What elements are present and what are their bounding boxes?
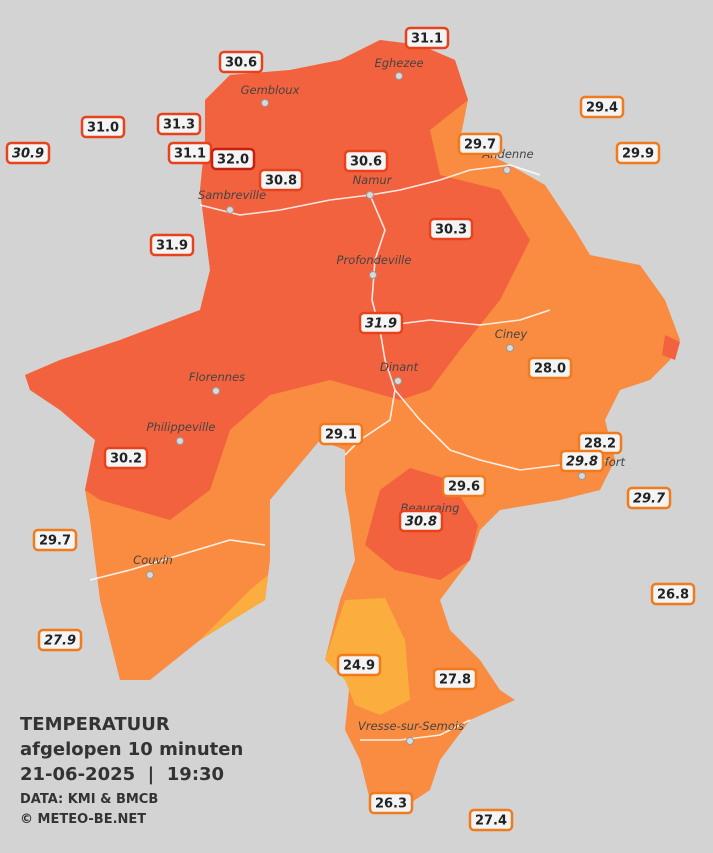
station-value: 31.0 [87,121,119,136]
city-dot [406,737,414,745]
city-name: Eghezee [374,56,423,70]
station-value: 29.7 [633,492,666,507]
station-value: 32.0 [217,153,249,168]
copyright: © METEO-BE.NET [20,812,146,827]
station-box [32,528,78,552]
city-name: Gembloux [241,83,300,97]
station-value: 27.8 [439,673,471,688]
station-value: 27.4 [475,814,507,829]
station-value: 30.9 [12,147,44,162]
datetime: 21-06-2025 | 19:30 [20,764,224,785]
city-dot [176,437,184,445]
city-name: Sambreville [198,188,266,202]
zone-red [25,40,530,520]
station-value: 29.8 [566,455,598,470]
station-box [318,422,364,446]
city-dot [366,191,374,199]
station-box [5,141,51,165]
station-box [626,486,672,510]
station-box [468,808,514,832]
station-value: 30.3 [435,223,467,238]
station-value: 27.9 [44,634,76,649]
source: DATA: KMI & BMCB [20,792,158,807]
city-name: Philippeville [147,420,216,434]
station-value: 28.0 [534,362,566,377]
station-box [398,509,444,533]
city-name: Namur [353,173,393,187]
station-box [103,446,149,470]
station-value: 26.8 [657,588,689,603]
station-value: 30.6 [350,155,382,170]
subtitle: afgelopen 10 minuten [20,739,243,760]
station-value: 29.7 [464,138,496,153]
station-value: 31.3 [163,118,195,133]
station-box [210,147,256,171]
city-dot [261,99,269,107]
station-value: 31.1 [411,32,443,47]
station-box [368,791,414,815]
station-value: 29.6 [448,480,480,495]
station-box [358,311,404,335]
station-box [559,449,605,473]
station-box [441,474,487,498]
station-value: 30.6 [225,56,257,71]
station-box [527,356,573,380]
city-dot [503,166,511,174]
station-box [579,95,625,119]
city-dot [506,344,514,352]
city-dot [578,472,586,480]
city-name: Couvin [133,553,173,567]
city-name: Dinant [380,360,419,374]
station-value: 31.9 [156,239,188,254]
station-box [156,112,202,136]
station-box [343,149,389,173]
station-box [336,653,382,677]
city-dot [394,377,402,385]
city-dot [226,206,234,214]
zone-red [662,335,680,360]
station-box [149,233,195,257]
station-box [432,667,478,691]
zone-light [200,575,268,640]
city-name: Vresse-sur-Semois [358,719,464,733]
station-value: 29.1 [325,428,357,443]
city-name: Florennes [189,370,245,384]
station-value: 24.9 [343,659,375,674]
station-box [615,141,661,165]
station-value: 30.8 [265,174,297,189]
city-dot [369,271,377,279]
station-value: 29.7 [39,534,71,549]
station-box [428,217,474,241]
station-box [258,168,304,192]
station-value: 29.4 [586,101,618,116]
station-box [404,26,450,50]
station-value: 28.2 [584,437,616,452]
station-box [457,132,503,156]
city-dot [212,387,220,395]
city-dot [146,571,154,579]
station-value: 31.9 [365,317,397,332]
station-value: 30.8 [405,515,437,530]
station-value: 30.2 [110,452,142,467]
station-box [218,50,264,74]
station-value: 29.9 [622,147,654,162]
station-value: 31.1 [174,147,206,162]
station-value: 26.3 [375,797,407,812]
station-box [80,115,126,139]
city-name: Profondeville [337,253,412,267]
station-box [650,582,696,606]
city-name: Ciney [495,327,528,341]
station-box [37,628,83,652]
city-dot [395,72,403,80]
title: TEMPERATUUR [20,714,170,735]
